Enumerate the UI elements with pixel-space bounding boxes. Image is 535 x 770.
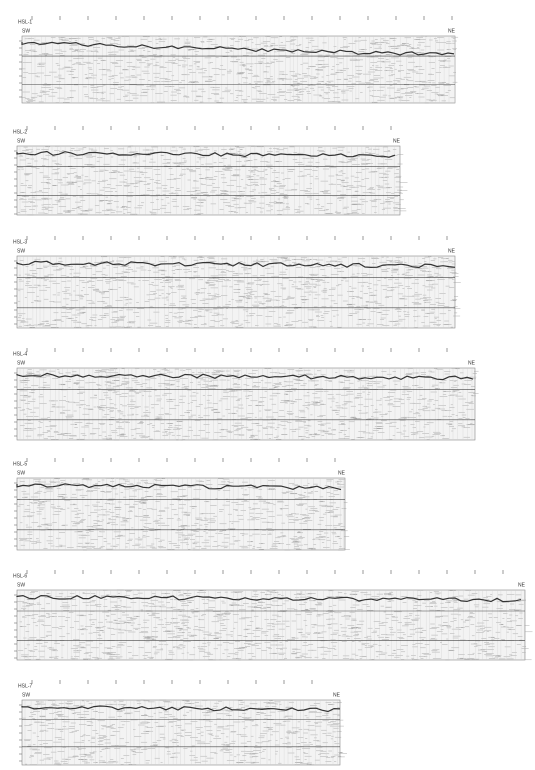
trace-texture [19, 368, 473, 440]
panel-label: HSL-2 [13, 129, 27, 135]
section-frame [16, 255, 456, 329]
direction-left: SW [22, 28, 30, 34]
panel-label: HSL-5 [13, 461, 27, 467]
seismic-panel: HSL-3 SW NE [13, 236, 461, 329]
direction-right: NE [448, 28, 456, 34]
direction-left: SW [17, 582, 25, 588]
seafloor-reflector [21, 705, 341, 713]
direction-left: SW [17, 360, 25, 366]
reflection-texture [17, 145, 408, 216]
direction-left: SW [17, 470, 25, 476]
direction-left: SW [17, 248, 25, 254]
direction-right: NE [468, 360, 476, 366]
seafloor-reflector [21, 41, 455, 56]
panel-label: HSL-4 [13, 351, 27, 357]
direction-right: NE [333, 692, 341, 698]
section-frame [21, 35, 456, 104]
trace-texture [19, 590, 525, 660]
seismic-panel: HSL-2 SW NE [13, 126, 408, 216]
reflection-texture [22, 35, 459, 104]
seafloor-reflector [16, 150, 396, 158]
panel-label: HSL-6 [13, 573, 27, 579]
panel-label: HSL-7 [18, 683, 32, 689]
trace-texture [19, 146, 395, 215]
seafloor-reflector [16, 594, 522, 603]
seafloor-reflector [16, 483, 342, 491]
seismic-panel: HSL-4 SW NE [13, 348, 479, 441]
direction-right: NE [338, 470, 346, 476]
seafloor-reflector [16, 372, 474, 381]
section-frame [16, 367, 476, 441]
seismic-panel: HSL-1 SW NE [18, 16, 459, 104]
trace-texture [24, 36, 455, 103]
seismic-panel: HSL-5 SW NE [13, 458, 350, 551]
trace-texture [19, 478, 344, 550]
panel-label: HSL-1 [18, 19, 32, 25]
direction-right: NE [518, 582, 526, 588]
panel-label: HSL-3 [13, 239, 27, 245]
direction-left: SW [22, 692, 30, 698]
direction-right: NE [448, 248, 456, 254]
seafloor-reflector [16, 260, 456, 269]
reflection-texture [17, 368, 479, 441]
section-frame [16, 145, 401, 216]
trace-texture [24, 700, 338, 765]
trace-texture [19, 256, 450, 328]
reflection-texture [17, 589, 533, 661]
seismic-panel: HSL-6 SW NE [13, 570, 533, 661]
section-frame [16, 477, 346, 551]
direction-right: NE [393, 138, 401, 144]
seismic-panel: HSL-7 SW NE [18, 680, 347, 766]
direction-left: SW [17, 138, 25, 144]
